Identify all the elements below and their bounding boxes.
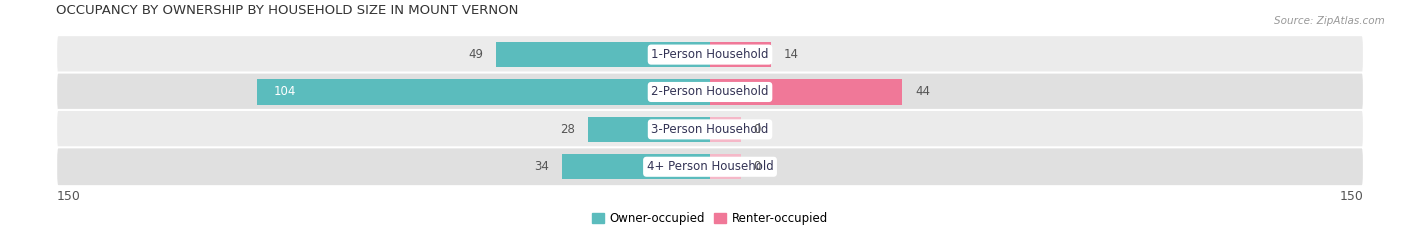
- FancyBboxPatch shape: [56, 147, 1364, 186]
- FancyBboxPatch shape: [56, 72, 1364, 111]
- Bar: [257, 79, 710, 105]
- Bar: [496, 42, 710, 67]
- Text: Source: ZipAtlas.com: Source: ZipAtlas.com: [1274, 16, 1385, 26]
- Text: 150: 150: [56, 190, 80, 203]
- Text: 3-Person Household: 3-Person Household: [651, 123, 769, 136]
- Text: 49: 49: [468, 48, 484, 61]
- Text: 2-Person Household: 2-Person Household: [651, 86, 769, 99]
- FancyBboxPatch shape: [56, 35, 1364, 74]
- Text: 104: 104: [274, 86, 297, 99]
- Bar: [710, 79, 901, 105]
- Text: 34: 34: [534, 160, 548, 173]
- Text: 44: 44: [915, 86, 929, 99]
- Text: 1-Person Household: 1-Person Household: [651, 48, 769, 61]
- Bar: [710, 42, 770, 67]
- Text: 14: 14: [785, 48, 799, 61]
- Legend: Owner-occupied, Renter-occupied: Owner-occupied, Renter-occupied: [586, 208, 834, 230]
- Bar: [588, 117, 710, 142]
- Text: 28: 28: [560, 123, 575, 136]
- Text: 150: 150: [1340, 190, 1364, 203]
- Bar: [562, 154, 710, 179]
- Text: 4+ Person Household: 4+ Person Household: [647, 160, 773, 173]
- Text: 0: 0: [754, 160, 761, 173]
- Bar: [710, 154, 741, 179]
- Bar: [710, 117, 741, 142]
- FancyBboxPatch shape: [56, 110, 1364, 149]
- Text: 0: 0: [754, 123, 761, 136]
- Text: OCCUPANCY BY OWNERSHIP BY HOUSEHOLD SIZE IN MOUNT VERNON: OCCUPANCY BY OWNERSHIP BY HOUSEHOLD SIZE…: [56, 4, 519, 17]
